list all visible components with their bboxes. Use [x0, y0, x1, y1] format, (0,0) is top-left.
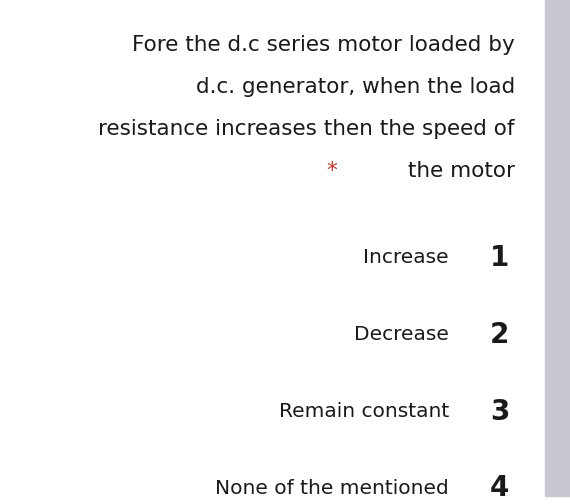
Text: *: * [327, 161, 337, 181]
Text: None of the mentioned: None of the mentioned [215, 479, 449, 498]
Text: Decrease: Decrease [354, 325, 449, 344]
Text: Increase: Increase [363, 248, 449, 267]
Text: 1: 1 [490, 244, 510, 272]
Text: Fore the d.c series motor loaded by: Fore the d.c series motor loaded by [132, 35, 515, 55]
Text: 4: 4 [490, 474, 510, 502]
Text: 2: 2 [490, 321, 510, 349]
Text: 3: 3 [490, 398, 510, 425]
Text: Remain constant: Remain constant [279, 402, 449, 421]
Text: d.c. generator, when the load: d.c. generator, when the load [196, 77, 515, 97]
Text: the motor: the motor [401, 161, 515, 181]
Text: resistance increases then the speed of: resistance increases then the speed of [99, 119, 515, 139]
Bar [545, 0, 570, 496]
